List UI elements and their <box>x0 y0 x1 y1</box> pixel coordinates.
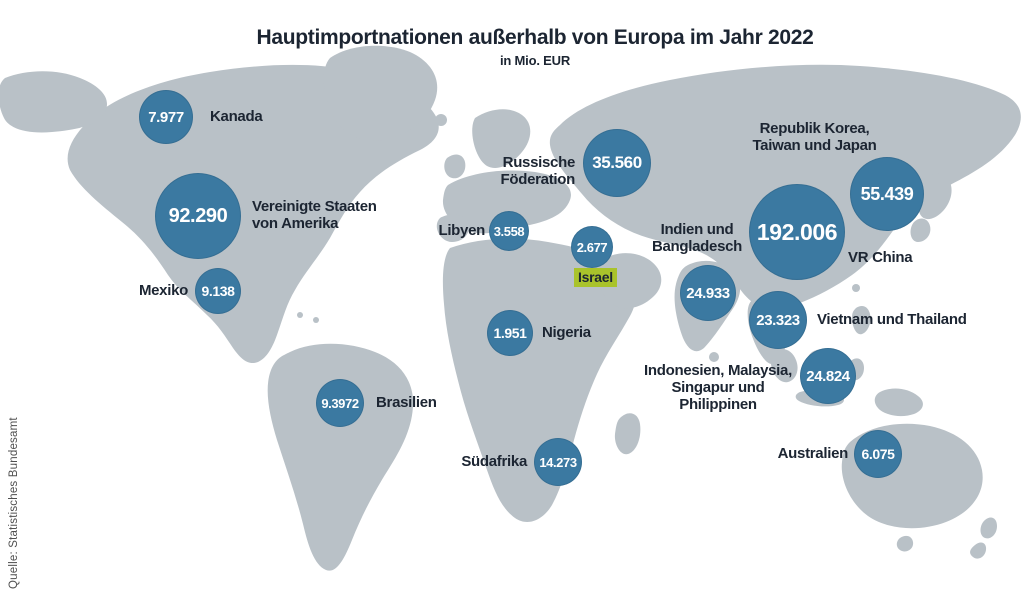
chart-subtitle: in Mio. EUR <box>499 53 571 68</box>
bubble-vietnam-thailand: 23.323 <box>749 291 807 349</box>
region-greenland <box>323 45 438 141</box>
region-korea <box>910 218 931 242</box>
bubble-libyen: 3.558 <box>489 211 529 251</box>
label-indonesien-gruppe: Indonesien, Malaysia, Singapur und Phili… <box>644 362 792 413</box>
bubble-kanada: 7.977 <box>139 90 193 144</box>
bubble-brasilien: 9.3972 <box>316 379 364 427</box>
bubble-value-australien: 6.075 <box>861 446 895 462</box>
region-scandinavia <box>472 109 531 169</box>
label-china: VR China <box>848 249 913 266</box>
bubble-russland: 35.560 <box>583 129 651 197</box>
bubble-mexiko: 9.138 <box>195 268 241 314</box>
region-philippines <box>852 306 871 335</box>
continent-south-america <box>267 343 414 571</box>
bubble-value-indien-bangladesch: 24.933 <box>686 284 730 302</box>
bubble-value-indonesien-gruppe: 24.824 <box>806 367 850 385</box>
region-new-guinea <box>874 388 923 417</box>
bubble-value-mexiko: 9.138 <box>201 283 235 299</box>
label-nigeria: Nigeria <box>542 324 591 341</box>
region-caribbean-2 <box>313 317 319 323</box>
region-iceland <box>435 114 447 126</box>
region-madagascar <box>614 413 641 455</box>
bubble-nigeria: 1.951 <box>487 310 533 356</box>
bubble-value-usa: 92.290 <box>168 204 228 227</box>
region-iberia <box>436 214 470 242</box>
chart-title: Hauptimportnationen außerhalb von Europa… <box>256 26 814 49</box>
region-new-zealand <box>970 517 997 559</box>
source-note: Quelle: Statistisches Bundesamt <box>8 417 20 589</box>
label-usa: Vereinigte Staaten von Amerika <box>252 198 377 232</box>
bubble-value-nigeria: 1.951 <box>493 325 527 341</box>
bubble-value-israel: 2.677 <box>576 239 608 255</box>
region-arabia <box>597 253 662 309</box>
bubble-value-libyen: 3.558 <box>493 223 525 239</box>
bubble-value-russland: 35.560 <box>592 153 642 172</box>
bubble-indien-bangladesch: 24.933 <box>680 265 736 321</box>
label-suedafrika: Südafrika <box>461 453 527 470</box>
bubble-israel: 2.677 <box>571 226 613 268</box>
region-british-isles <box>444 154 466 179</box>
bubble-australien: 6.075 <box>854 430 902 478</box>
region-alaska <box>0 71 107 133</box>
region-taiwan <box>852 284 860 292</box>
label-israel-highlight: Israel <box>574 268 617 287</box>
bubble-korea-taiwan-japan: 55.439 <box>850 157 924 231</box>
bubble-value-china: 192.006 <box>756 218 838 245</box>
continent-africa <box>442 238 636 522</box>
label-russland: Russische Föderation <box>500 154 576 188</box>
label-indien-bangladesch: Indien und Bangladesch <box>651 221 743 255</box>
label-korea-taiwan-japan: Republik Korea, Taiwan und Japan <box>752 120 877 154</box>
label-mexiko: Mexiko <box>138 282 188 299</box>
bubble-value-korea-taiwan-japan: 55.439 <box>860 183 914 204</box>
region-tasmania <box>896 535 914 552</box>
region-sri-lanka <box>709 352 719 362</box>
region-japan <box>918 173 952 220</box>
region-caribbean-1 <box>297 312 303 318</box>
continent-europe <box>442 170 571 234</box>
bubble-value-brasilien: 9.3972 <box>321 395 359 411</box>
bubble-china: 192.006 <box>749 184 845 280</box>
label-australien: Australien <box>777 445 849 462</box>
label-kanada: Kanada <box>210 108 263 125</box>
bubble-value-kanada: 7.977 <box>148 108 184 126</box>
region-sumatra <box>771 349 798 383</box>
label-vietnam-thailand: Vietnam und Thailand <box>817 311 967 328</box>
bubble-indonesien-gruppe: 24.824 <box>800 348 856 404</box>
bubble-usa: 92.290 <box>155 173 241 259</box>
bubble-value-suedafrika: 14.273 <box>539 454 577 470</box>
label-brasilien: Brasilien <box>376 394 437 411</box>
label-libyen: Libyen <box>438 222 485 239</box>
bubble-suedafrika: 14.273 <box>534 438 582 486</box>
bubble-value-vietnam-thailand: 23.323 <box>756 311 800 329</box>
